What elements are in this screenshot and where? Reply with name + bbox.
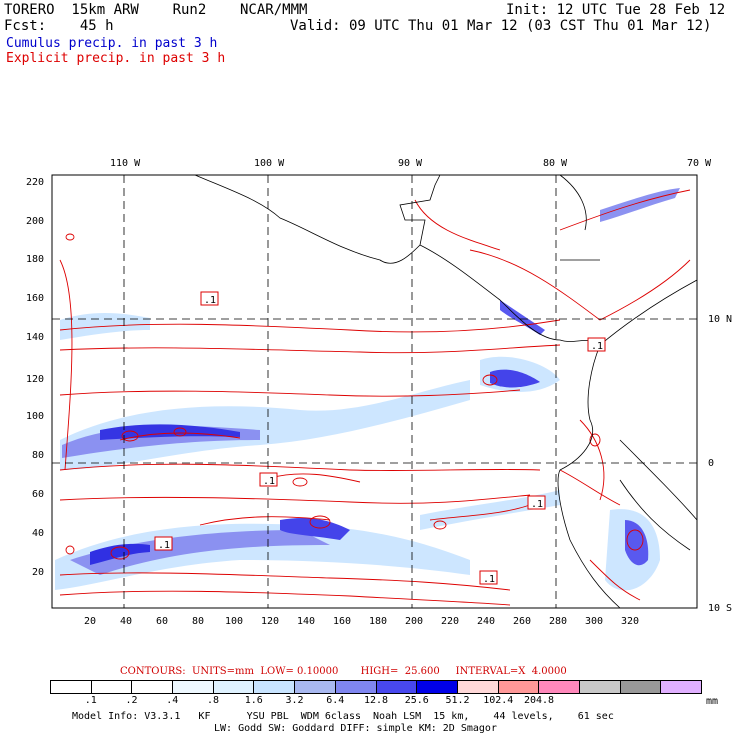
colorbar-label: 3.2 [285,695,304,706]
lat-labels: 10 N 0 10 S [708,314,732,614]
contour-label: .1 [259,472,278,487]
x-tick: 20 [84,616,96,627]
colorbar-swatch [132,681,174,693]
colorbar-swatch [376,681,418,693]
x-tick: 140 [297,616,315,627]
colorbar-swatch [417,681,458,693]
svg-text:.1: .1 [263,476,275,487]
colorbar-swatch [51,681,92,693]
colorbar-label: .2 [125,695,138,706]
y-tick: 60 [32,489,44,500]
x-tick: 80 [192,616,204,627]
y-tick: 220 [26,177,44,188]
lon-label: 110 W [110,158,141,169]
y-tick: 160 [26,293,44,304]
precip-colorbar [50,680,702,694]
x-tick: 220 [441,616,459,627]
lon-label: 100 W [254,158,285,169]
colorbar-swatch [254,681,296,693]
coastlines [194,174,698,609]
colorbar-label: .1 [84,695,97,706]
colorbar-swatch [457,681,499,693]
lon-labels: 110 W 100 W 90 W 80 W 70 W [110,158,712,169]
y-tick: 120 [26,374,44,385]
lat-label: 0 [708,458,714,469]
header-valid-time: Valid: 09 UTC Thu 01 Mar 12 (03 CST Thu … [290,18,712,34]
x-tick: 100 [225,616,243,627]
contour-label: .1 [479,570,498,585]
colorbar-swatch [173,681,214,693]
colorbar-swatch [579,681,621,693]
colorbar-swatch [213,681,255,693]
x-axis-ticks: 20 40 60 80 100 120 140 160 180 200 220 … [84,616,639,627]
colorbar-label: 25.6 [404,695,429,706]
y-tick: 200 [26,216,44,227]
colorbar-unit: mm [706,696,719,707]
colorbar-label: .4 [166,695,179,706]
colorbar-label: 12.8 [363,695,389,706]
colorbar-label: 6.4 [326,695,345,706]
colorbar-swatch [498,681,540,693]
lat-lon-grid [52,175,697,608]
colorbar-swatch [295,681,336,693]
svg-text:.1: .1 [591,341,603,352]
colorbar-swatch [661,681,701,693]
x-tick: 320 [621,616,639,627]
svg-text:.1: .1 [531,499,543,510]
colorbar-label: 204.8 [523,695,555,706]
colorbar-label: 51.2 [445,695,470,706]
x-tick: 260 [513,616,531,627]
colorbar-swatch [335,681,377,693]
colorbar-swatch [620,681,662,693]
colorbar-label: .8 [206,695,220,706]
contour-label: .1 [527,495,546,510]
colorbar-label: 102.4 [483,695,514,706]
x-tick: 120 [261,616,279,627]
y-tick: 40 [32,528,44,539]
lon-label: 80 W [543,158,568,169]
svg-text:.1: .1 [158,540,170,551]
colorbar-swatch [91,681,133,693]
y-tick: 80 [32,450,44,461]
x-tick: 300 [585,616,603,627]
svg-text:.1: .1 [483,574,495,585]
x-tick: 160 [333,616,351,627]
svg-text:.1: .1 [204,295,216,306]
precip-map: .1 .1 .1 .1 .1 .1 110 W 100 W 90 W 80 W … [26,158,732,627]
header-forecast-hour: Fcst: 45 h [4,18,114,34]
contours-info: CONTOURS: UNITS=mm LOW= 0.10000 HIGH= 25… [120,666,567,677]
lon-label: 90 W [398,158,423,169]
x-tick: 180 [369,616,387,627]
contour-label: .1 [587,337,606,352]
model-physics-info: LW: Godd SW: Goddard DIFF: simple KM: 2D… [214,723,497,734]
y-tick: 180 [26,254,44,265]
lat-label: 10 N [708,314,732,325]
x-tick: 280 [549,616,567,627]
explicit-precip-contours [59,189,691,606]
y-tick: 140 [26,332,44,343]
header-init-time: Init: 12 UTC Tue 28 Feb 12 [506,2,726,18]
header-title: TORERO 15km ARW Run2 NCAR/MMM [4,2,308,18]
colorbar-labels: .1 .2 .4 .8 1.6 3.2 6.4 12.8 25.6 51.2 102.4 204.8 [50,695,702,707]
contour-label: .1 [200,291,219,306]
contour-label: .1 [154,536,173,551]
model-info: Model Info: V3.3.1 KF YSU PBL WDM 6class… [72,711,614,722]
y-tick: 20 [32,567,44,578]
colorbar-swatch [539,681,580,693]
x-tick: 200 [405,616,423,627]
x-tick: 40 [120,616,132,627]
colorbar-label: 1.6 [244,695,263,706]
y-axis-ticks: 220 200 180 160 140 120 100 80 60 40 20 [26,177,44,578]
contour-labels: .1 .1 .1 .1 .1 .1 [154,291,606,585]
lat-label: 10 S [708,603,732,614]
legend-explicit: Explicit precip. in past 3 h [6,51,226,66]
lon-label: 70 W [687,158,712,169]
legend-cumulus: Cumulus precip. in past 3 h [6,36,218,51]
x-tick: 240 [477,616,495,627]
x-tick: 60 [156,616,168,627]
y-tick: 100 [26,411,44,422]
